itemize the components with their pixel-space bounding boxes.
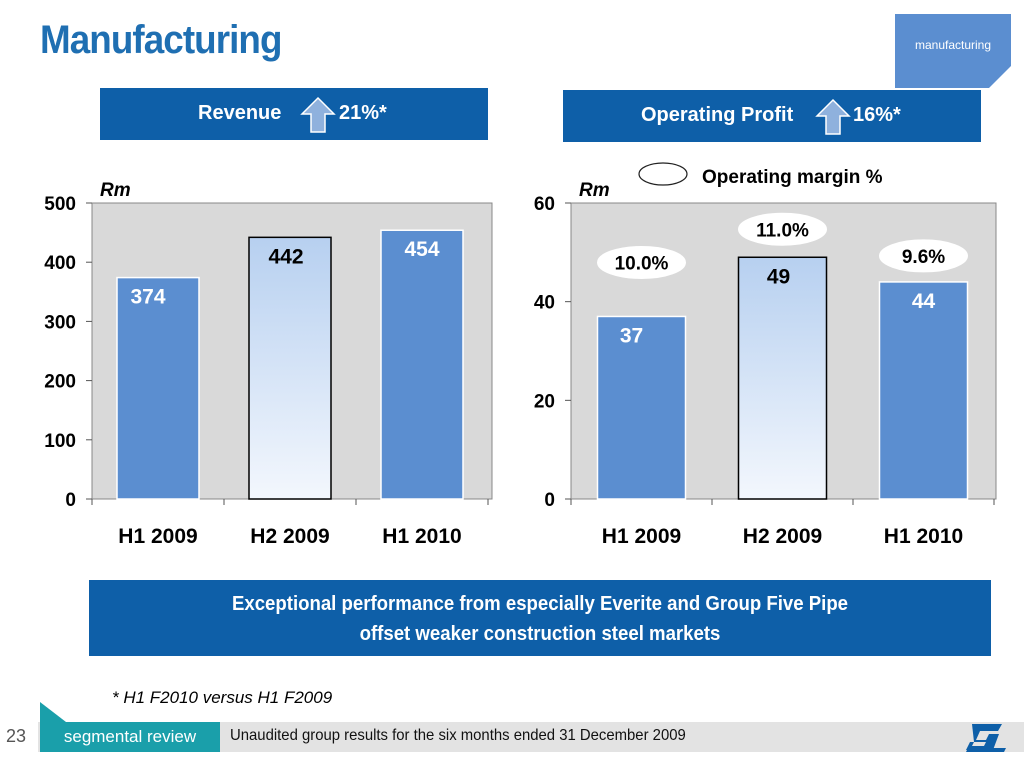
revenue-change: 21%*	[339, 102, 387, 124]
operating-profit-change: 16%*	[853, 104, 901, 126]
revenue-bar	[248, 236, 332, 500]
section-tab-corner	[40, 702, 66, 722]
footer-text: Unaudited group results for the six mont…	[230, 727, 686, 744]
profit-margin-label: 11.0%	[756, 220, 809, 241]
profit-data-label: 49	[767, 265, 790, 288]
profit-y-tick-label: 60	[534, 194, 555, 215]
company-logo-icon	[966, 724, 1006, 752]
revenue-header-label: Revenue	[198, 102, 282, 124]
operating-profit-header-label: Operating Profit	[641, 104, 794, 126]
revenue-y-tick-label: 200	[44, 372, 76, 393]
profit-x-tick-label: H2 2009	[743, 525, 822, 548]
section-tab: segmental review	[40, 722, 220, 752]
revenue-y-tick-label: 0	[65, 490, 76, 511]
profit-x-tick-label: H1 2009	[602, 525, 681, 548]
up-arrow-icon	[300, 96, 336, 133]
revenue-x-tick-label: H2 2009	[250, 525, 329, 548]
revenue-header: Revenue 21%*	[100, 88, 488, 140]
profit-data-label: 44	[912, 290, 936, 313]
profit-y-tick-label: 0	[544, 490, 555, 511]
footnote: * H1 F2010 versus H1 F2009	[112, 688, 333, 707]
page-number: 23	[6, 726, 27, 746]
legend-marker	[638, 162, 688, 186]
section-tag	[895, 14, 1011, 88]
charts-canvas: Operating margin % 0100200300400500Rm374…	[44, 162, 997, 548]
revenue-data-label: 374	[130, 286, 165, 309]
profit-margin-label: 10.0%	[615, 253, 669, 274]
summary-box: Exceptional performance from especially …	[89, 580, 991, 656]
section-tag-label: manufacturing	[914, 38, 992, 52]
profit-y-axis-label: Rm	[579, 180, 610, 201]
revenue-x-tick-label: H1 2010	[382, 525, 461, 548]
legend-label: Operating margin %	[702, 167, 883, 188]
revenue-y-tick-label: 400	[44, 253, 76, 274]
profit-margin-bubble	[738, 212, 827, 246]
profit-margin-bubble	[879, 239, 968, 273]
revenue-bar	[116, 276, 200, 500]
summary-line-2: offset weaker construction steel markets	[359, 623, 721, 645]
revenue-x-tick-label: H1 2009	[118, 525, 197, 548]
revenue-y-tick-label: 500	[44, 194, 76, 215]
profit-x-tick-label: H1 2010	[884, 525, 963, 548]
revenue-bar	[380, 229, 464, 500]
profit-margin-label: 9.6%	[902, 247, 945, 268]
profit-margin-bubble	[597, 245, 686, 279]
profit-bar	[737, 256, 828, 500]
revenue-data-label: 442	[268, 245, 303, 268]
revenue-data-label: 454	[404, 238, 439, 261]
profit-bar	[596, 315, 687, 500]
revenue-y-tick-label: 300	[44, 312, 76, 333]
page-title: Manufacturing	[40, 18, 282, 62]
profit-bar	[878, 281, 969, 500]
summary-line-1: Exceptional performance from especially …	[231, 593, 849, 615]
profit-y-tick-label: 40	[534, 293, 555, 314]
up-arrow-icon	[815, 98, 851, 135]
profit-y-tick-label: 20	[534, 391, 555, 412]
revenue-y-tick-label: 100	[44, 431, 76, 452]
profit-data-label: 37	[620, 324, 643, 347]
operating-profit-header: Operating Profit 16%*	[563, 90, 981, 142]
revenue-y-axis-label: Rm	[100, 180, 131, 201]
